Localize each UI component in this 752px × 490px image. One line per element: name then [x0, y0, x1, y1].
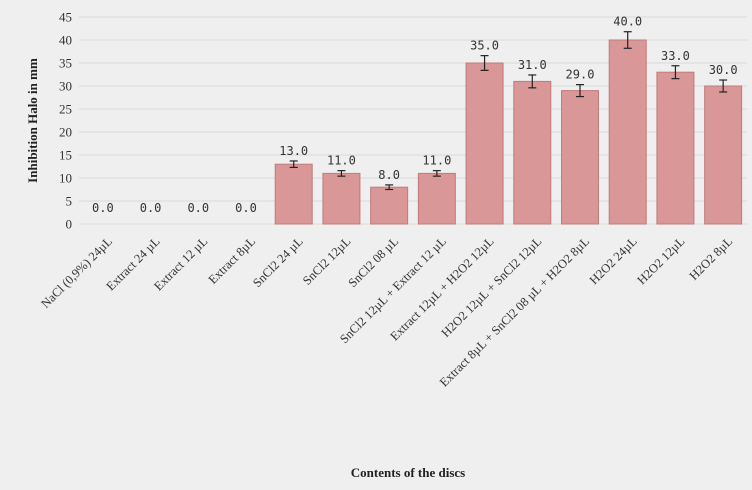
x-tick-label: H2O2 8µL	[687, 234, 736, 283]
bar	[370, 186, 409, 225]
y-tick-label: 30	[59, 79, 72, 94]
bars	[274, 39, 743, 225]
x-tick-label: H2O2 24µL	[587, 234, 640, 287]
error-bar	[528, 74, 537, 89]
x-tick-label: NaCl (0,9%) 24µL	[38, 234, 115, 311]
bar	[513, 80, 552, 225]
bar	[322, 172, 361, 225]
data-label: 35.0	[470, 39, 499, 53]
error-bar	[337, 170, 346, 177]
data-label: 13.0	[279, 144, 308, 158]
chart-canvas: 0 5 10 15 20 25 30 35 40 45 0.0 0.0 0.0 0.0 13.0 11.0 8…	[25, 10, 747, 480]
gridlines	[79, 16, 747, 225]
y-tick-label: 0	[66, 217, 73, 232]
data-label: 0.0	[92, 201, 114, 215]
error-bar	[576, 84, 584, 98]
bar	[417, 172, 456, 225]
bar	[704, 85, 743, 225]
x-tick-label: H2O2 12µL	[634, 234, 687, 287]
x-axis-title: Contents of the discs	[351, 465, 465, 480]
data-label: 11.0	[422, 154, 451, 168]
bar	[561, 90, 599, 225]
value-labels: 0.0 0.0 0.0 0.0 13.0 11.0 8.0 11.0 35.0 31.0 29.0 4…	[92, 15, 738, 215]
y-tick-label: 35	[59, 56, 72, 71]
data-label: 0.0	[187, 201, 209, 215]
y-tick-label: 40	[59, 33, 72, 48]
error-bars	[289, 31, 728, 191]
y-tick-label: 5	[66, 194, 73, 209]
error-bar	[289, 160, 298, 169]
y-axis-ticks: 0 5 10 15 20 25 30 35 40 45	[59, 10, 72, 232]
error-bar	[432, 170, 441, 177]
y-tick-label: 10	[59, 171, 72, 186]
data-label: 29.0	[566, 68, 595, 82]
y-tick-label: 25	[59, 102, 72, 117]
error-bar	[385, 184, 394, 191]
bar	[274, 163, 313, 225]
data-label: 30.0	[709, 63, 738, 77]
data-label: 31.0	[518, 58, 547, 72]
bar	[465, 62, 504, 225]
error-bar	[671, 65, 680, 80]
data-label: 0.0	[235, 201, 257, 215]
y-tick-label: 15	[59, 148, 72, 163]
bar	[656, 71, 695, 225]
y-axis-title: Inhibition Halo in mm	[25, 58, 40, 183]
data-label: 33.0	[661, 49, 690, 63]
error-bar	[623, 31, 632, 49]
data-label: 11.0	[327, 154, 356, 168]
bar-chart: 0 5 10 15 20 25 30 35 40 45 0.0 0.0 0.0 0.0 13.0 11.0 8…	[10, 8, 752, 490]
data-label: 40.0	[613, 15, 642, 29]
data-label: 8.0	[378, 168, 400, 182]
y-tick-label: 20	[59, 125, 72, 140]
bar	[608, 39, 647, 225]
error-bar	[719, 79, 728, 93]
error-bar	[480, 55, 489, 71]
data-label: 0.0	[140, 201, 162, 215]
x-tick-label: SnCl2 24 µL	[250, 234, 306, 290]
y-tick-label: 45	[59, 10, 72, 25]
